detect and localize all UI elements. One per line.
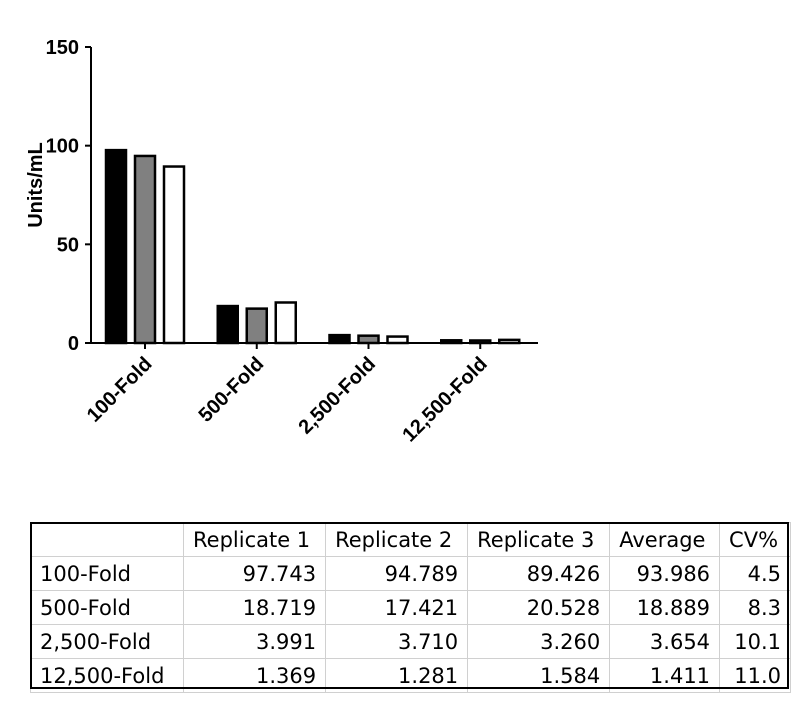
table-header-cell: Average	[609, 522, 721, 557]
table-cell: 94.789	[325, 556, 469, 591]
bar	[357, 334, 380, 345]
table-row: 100-Fold 97.743 94.789 89.426 93.986 4.5	[30, 556, 791, 591]
table-cell: 8.3	[719, 590, 791, 625]
replicate-data-table: Replicate 1 Replicate 2 Replicate 3 Aver…	[30, 522, 791, 693]
table-cell: 18.719	[182, 590, 327, 625]
x-category-label: 2,500-Fold	[295, 353, 381, 439]
table-header-cell: CV%	[719, 522, 791, 557]
x-category-label: 500-Fold	[195, 353, 269, 427]
bar	[216, 304, 239, 345]
table-header-row: Replicate 1 Replicate 2 Replicate 3 Aver…	[30, 522, 791, 557]
table-cell: 89.426	[467, 556, 611, 591]
table-cell: 1.369	[182, 658, 327, 693]
table-cell: 4.5	[719, 556, 791, 591]
table-row: 2,500-Fold 3.991 3.710 3.260 3.654 10.1	[30, 624, 791, 659]
table-cell: 17.421	[325, 590, 469, 625]
table-cell: 11.0	[719, 658, 791, 693]
y-tick-label: 0	[68, 333, 79, 355]
table-cell: 3.654	[609, 624, 721, 659]
table-row: 500-Fold 18.719 17.421 20.528 18.889 8.3	[30, 590, 791, 625]
table-cell: 18.889	[609, 590, 721, 625]
table-header-cell	[30, 522, 184, 557]
bar	[274, 301, 297, 345]
y-tick-label: 50	[57, 234, 79, 256]
table-cell: 97.743	[182, 556, 327, 591]
table-cell: 20.528	[467, 590, 611, 625]
table-cell: 93.986	[609, 556, 721, 591]
table-cell: 3.260	[467, 624, 611, 659]
table-cell: 3.991	[182, 624, 327, 659]
bar	[245, 307, 268, 345]
bar	[498, 338, 521, 345]
y-tick-label: 150	[46, 37, 79, 59]
row-label: 2,500-Fold	[30, 624, 184, 659]
bar	[440, 339, 463, 345]
table-header-cell: Replicate 2	[325, 522, 469, 557]
x-category-label: 12,500-Fold	[398, 353, 491, 446]
table-cell: 1.411	[609, 658, 721, 693]
y-axis-title: Units/mL	[25, 142, 47, 228]
bar	[133, 154, 157, 345]
table-cell: 1.584	[467, 658, 611, 693]
row-label: 12,500-Fold	[30, 658, 184, 693]
plot-area: 0 50 100 150 100-Fold 500-Fold 2,500-Fold 12,50…	[46, 37, 538, 446]
bar	[469, 339, 492, 345]
bar	[386, 335, 409, 345]
bar	[104, 148, 128, 345]
table-cell: 1.281	[325, 658, 469, 693]
bar-chart: Units/mL 0 50 100 150 100-Fold 500-Fold 2,500-…	[25, 37, 538, 446]
table-row: 12,500-Fold 1.369 1.281 1.584 1.411 11.0	[30, 658, 791, 693]
x-category-label: 100-Fold	[83, 353, 157, 427]
table-cell: 3.710	[325, 624, 469, 659]
table-header-cell: Replicate 3	[467, 522, 611, 557]
bar	[162, 165, 186, 345]
row-label: 500-Fold	[30, 590, 184, 625]
y-tick-label: 100	[46, 136, 79, 158]
table-header-cell: Replicate 1	[182, 522, 327, 557]
table-cell: 10.1	[719, 624, 791, 659]
row-label: 100-Fold	[30, 556, 184, 591]
bar	[328, 333, 351, 345]
